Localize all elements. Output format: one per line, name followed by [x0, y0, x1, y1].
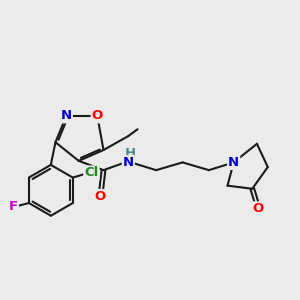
Text: N: N [61, 110, 72, 122]
Text: O: O [92, 110, 103, 122]
Text: N: N [228, 156, 239, 169]
Text: N: N [123, 156, 134, 169]
Text: F: F [9, 200, 18, 213]
Text: H: H [124, 147, 135, 160]
Text: O: O [253, 202, 264, 215]
Text: O: O [95, 190, 106, 203]
Text: Cl: Cl [84, 167, 99, 179]
